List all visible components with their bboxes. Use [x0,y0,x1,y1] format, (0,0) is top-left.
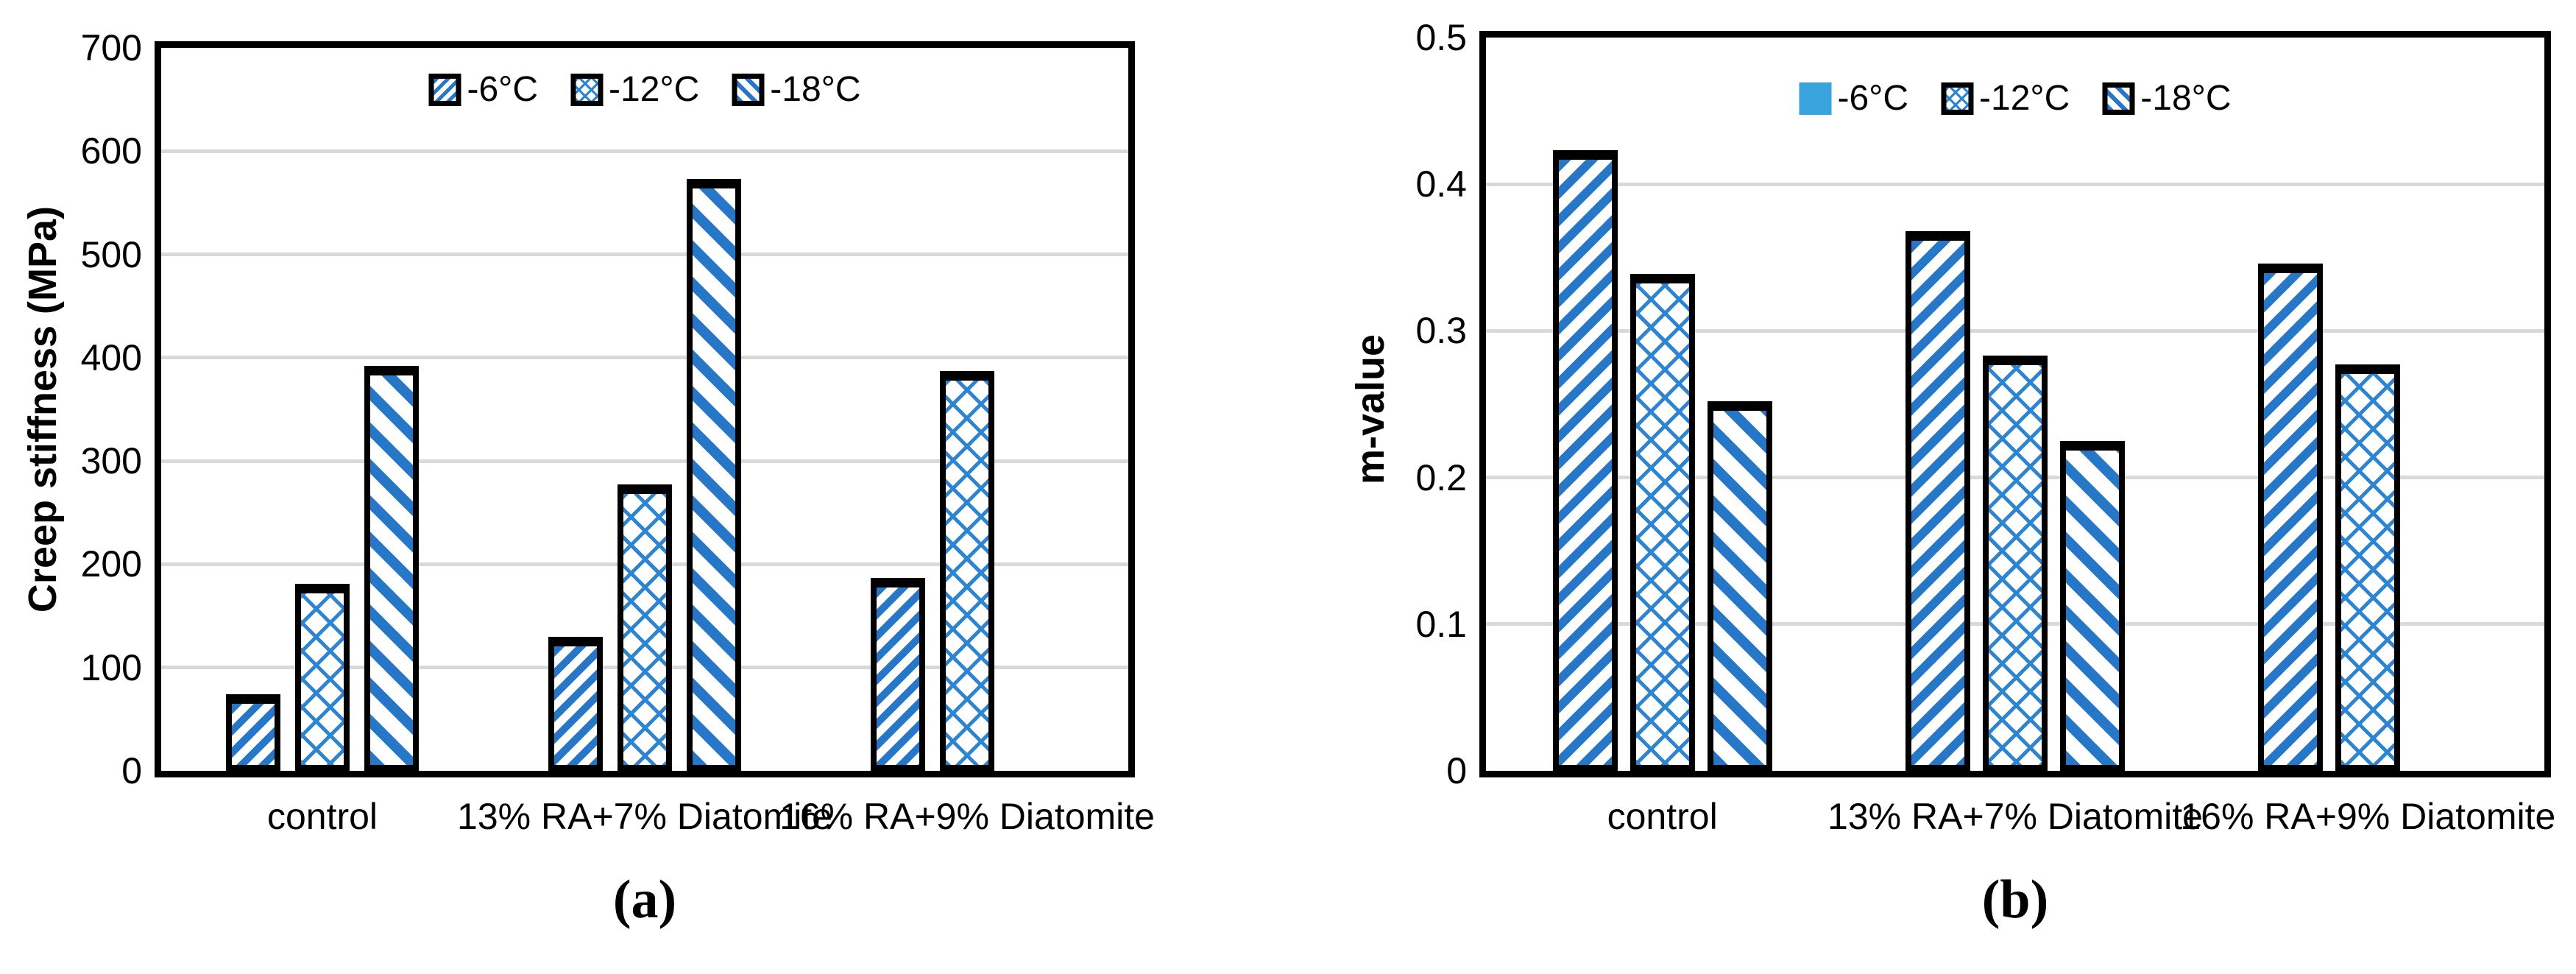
bar-s1-c2 [2335,364,2401,771]
chart-a-caption: (a) [612,869,677,930]
gridline [1486,182,2544,186]
y-axis-tick-label: 0.3 [1415,310,1467,352]
legend-label: -12°C [1979,79,2070,118]
bar-s0-c2 [871,577,925,771]
y-axis-tick-label: 600 [80,130,142,172]
y-axis-tick-label: 0 [121,750,142,791]
x-axis-category-label: control [1607,796,1718,837]
legend-item: -6°C [1799,78,1908,119]
legend-item: -18°C [732,69,861,110]
y-axis-tick-label: 0 [1446,750,1467,791]
gridline [161,459,1128,463]
y-axis-tick-label: 300 [80,440,142,482]
legend-label: -18°C [770,70,861,109]
legend-swatch--18C-icon [2102,82,2135,115]
bar-s1-c1 [1983,356,2048,771]
legend-swatch--6C-icon [428,73,461,106]
x-axis-category-label: 13% RA+7% Diatomite [457,796,832,837]
chart-b-plot-area [1479,31,2551,777]
y-axis-tick-label: 0.5 [1415,17,1467,58]
chart-a-plot-area [155,41,1135,777]
legend-swatch--18C-icon [732,73,765,106]
legend-label: -6°C [1837,79,1909,118]
x-axis-category-label: 13% RA+7% Diatomite [1827,796,2203,837]
y-axis-tick-label: 100 [80,646,142,688]
bar-s0-c2 [2258,263,2324,771]
legend-label: -6°C [467,70,539,109]
chart-a-legend: -6°C -12°C -18°C [428,69,861,110]
bar-s0-c0 [1552,150,1618,771]
chart-b-y-axis-title: m-value [1348,334,1393,485]
bar-s1-c0 [295,584,350,771]
legend-item: -12°C [1941,78,2070,119]
x-axis-category-label: 16% RA+9% Diatomite [2180,796,2556,837]
chart-b-caption: (b) [1981,869,2049,930]
y-axis-tick-label: 0.1 [1415,603,1467,645]
gridline [161,253,1128,257]
y-axis-tick-label: 400 [80,336,142,378]
bar-s0-c0 [226,694,280,771]
bar-s2-c0 [1707,401,1772,771]
y-axis-tick-label: 0.4 [1415,163,1467,205]
legend-label: -12°C [609,70,700,109]
gridline [161,356,1128,360]
gridline [161,149,1128,153]
legend-item: -12°C [570,69,699,110]
legend-label: -18°C [2140,79,2232,118]
bar-s2-c1 [687,179,741,771]
bar-s1-c2 [940,371,994,771]
legend-swatch--12C-icon [570,73,604,106]
y-axis-tick-label: 500 [80,233,142,275]
bar-s2-c1 [2060,440,2125,771]
x-axis-category-label: 16% RA+9% Diatomite [779,796,1155,837]
bar-s1-c1 [618,484,672,771]
legend-swatch--12C-icon [1941,82,1974,115]
chart-b-legend: -6°C -12°C -18°C [1799,78,2232,119]
legend-item: -6°C [428,69,538,110]
y-axis-tick-label: 0.2 [1415,456,1467,498]
x-axis-category-label: control [266,796,378,837]
gridline [1486,328,2544,333]
bar-s0-c1 [1906,230,1970,771]
bar-s2-c0 [364,366,419,771]
legend-swatch--6C-icon [1799,82,1832,115]
y-axis-tick-label: 200 [80,543,142,585]
bar-s0-c1 [548,636,603,771]
y-axis-tick-label: 700 [80,27,142,68]
bar-s1-c0 [1630,273,1695,771]
legend-item: -18°C [2102,78,2232,119]
